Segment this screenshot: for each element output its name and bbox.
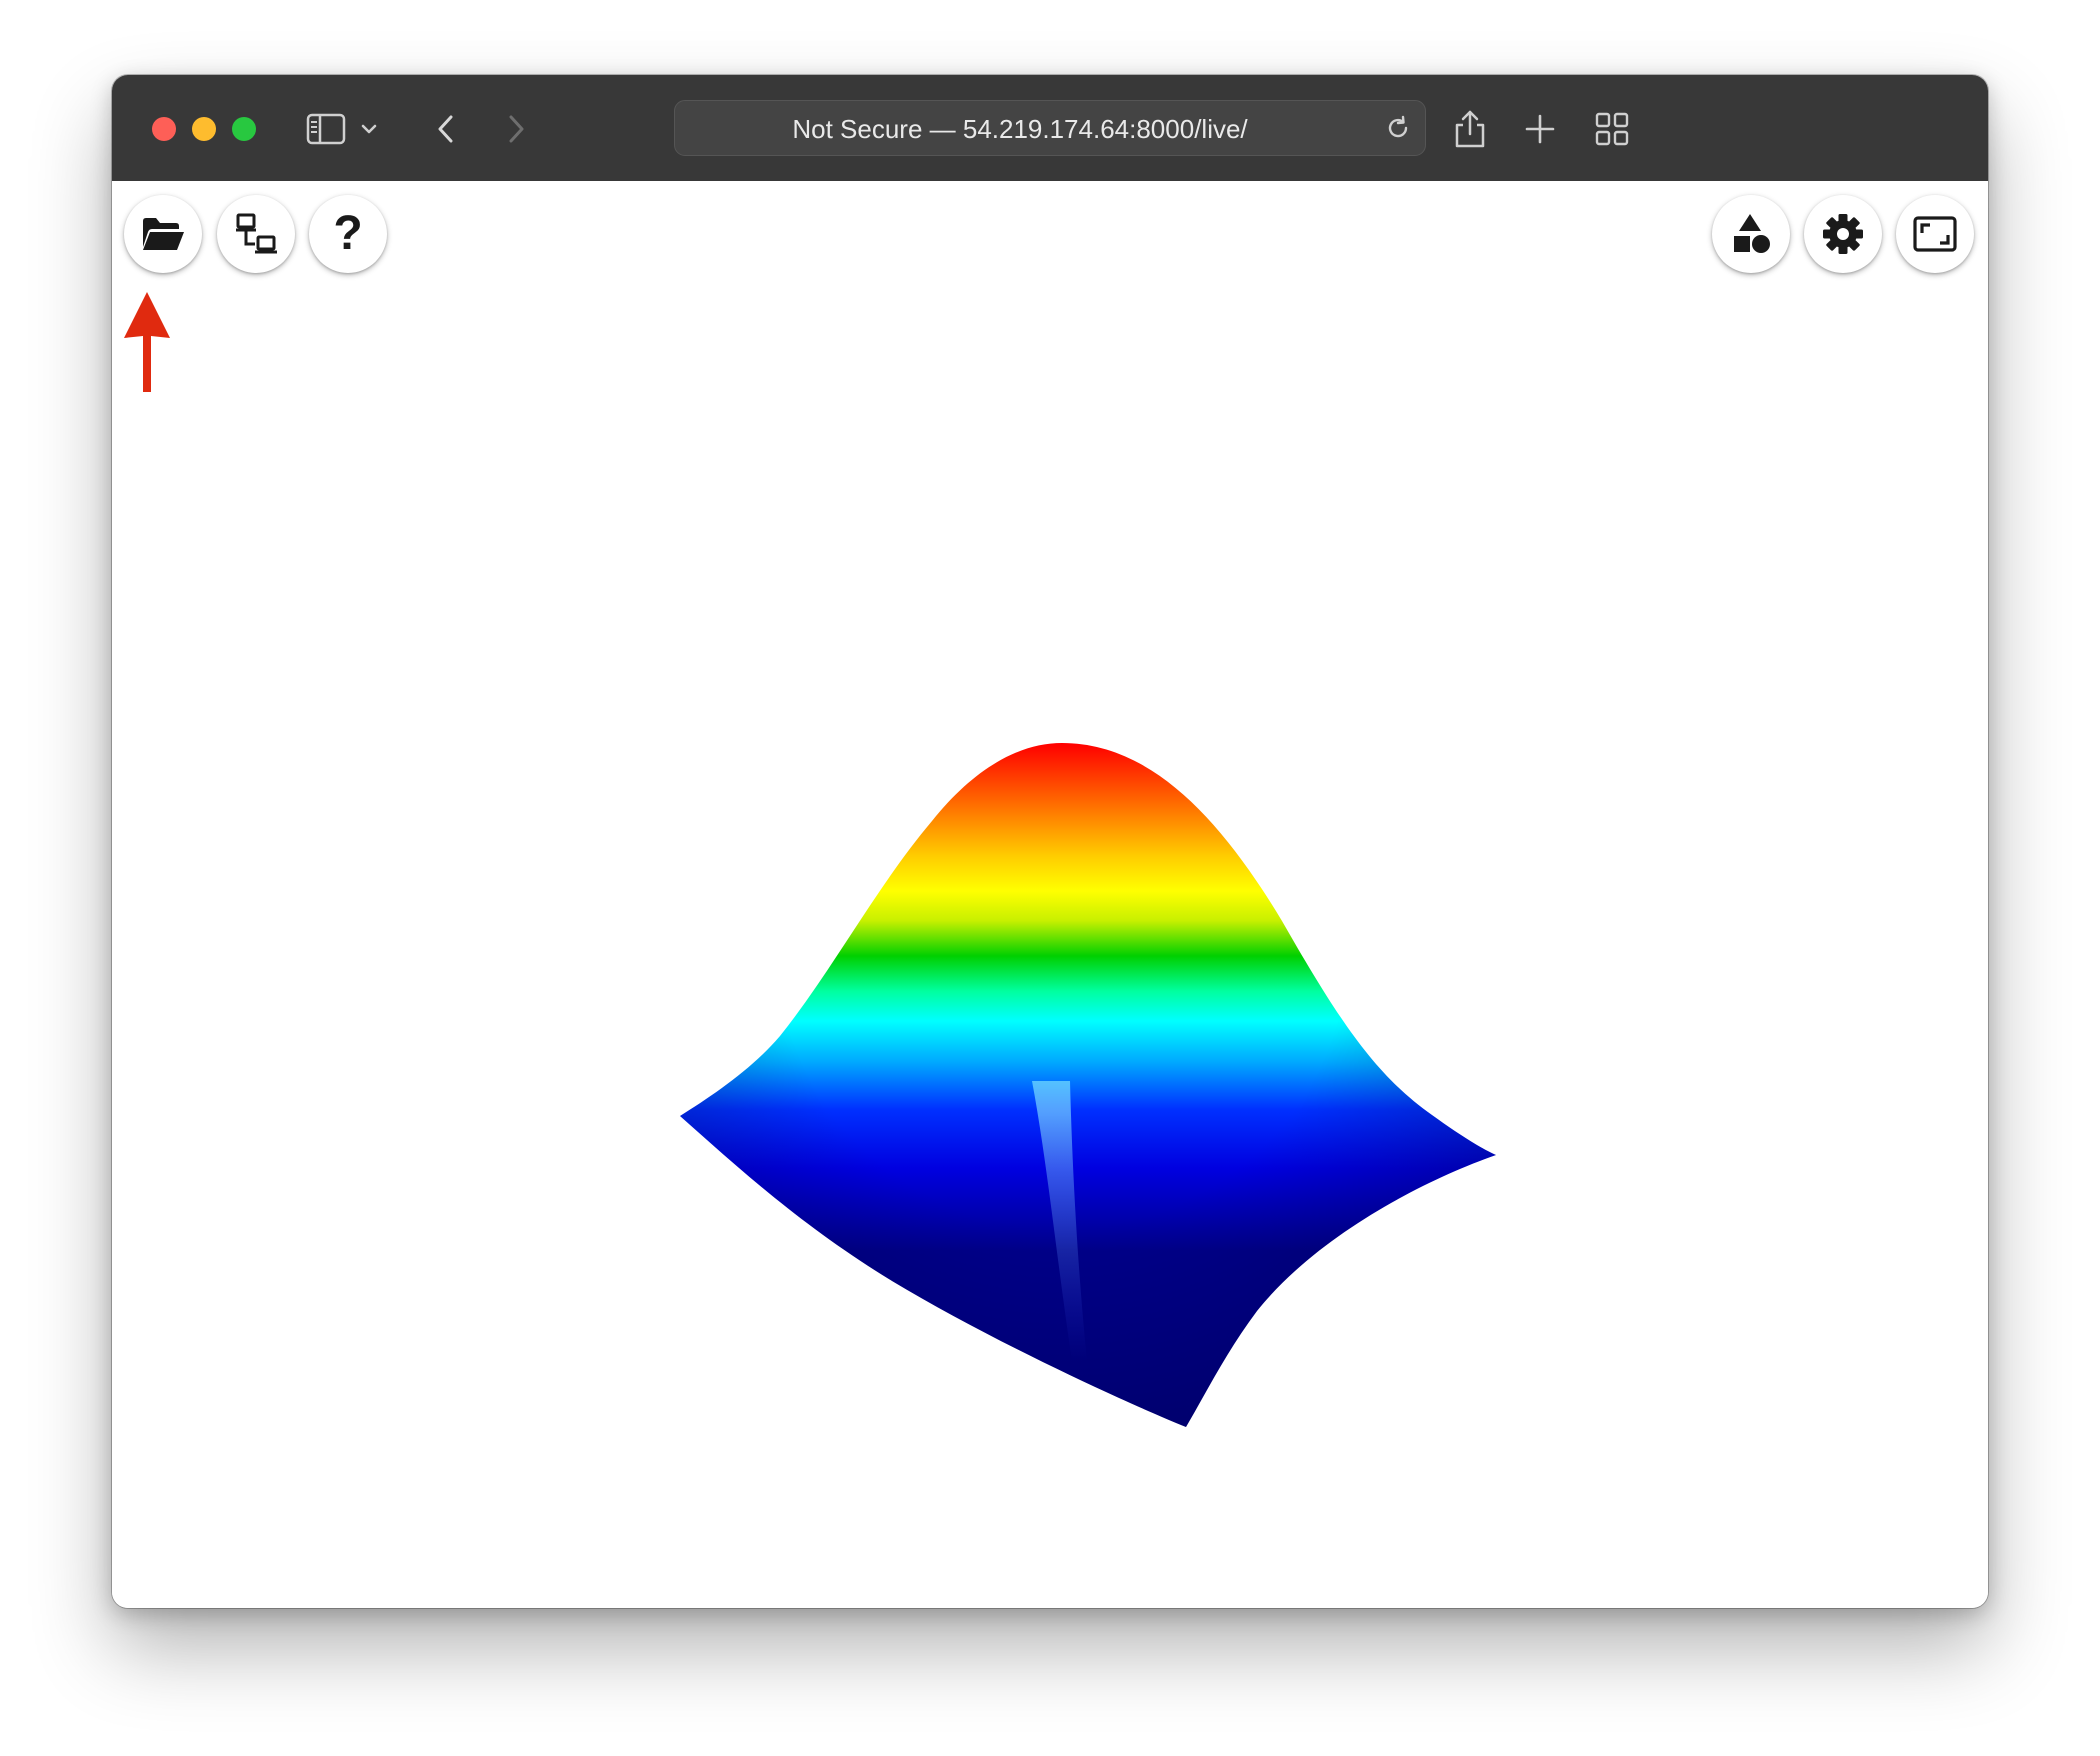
settings-button[interactable] xyxy=(1804,195,1882,273)
viewer-content: ? xyxy=(112,181,1988,1608)
chevron-right-icon xyxy=(509,115,524,143)
remote-connect-button[interactable] xyxy=(217,195,295,273)
chevron-left-icon xyxy=(438,115,453,143)
shapes-icon xyxy=(1734,214,1770,253)
chevron-down-icon xyxy=(361,124,377,134)
grid-icon xyxy=(1595,112,1629,146)
address-bar[interactable]: Not Secure — 54.219.174.64:8000/live/ xyxy=(674,100,1426,156)
gaussian-surface[interactable] xyxy=(112,181,1988,1608)
fullscreen-button[interactable] xyxy=(1896,195,1974,273)
new-tab-button[interactable] xyxy=(1516,105,1564,153)
minimize-window-button[interactable] xyxy=(192,117,216,141)
folder-open-icon xyxy=(143,218,184,250)
sidebar-menu-button[interactable] xyxy=(354,105,384,153)
fullscreen-icon xyxy=(1913,216,1957,252)
browser-titlebar: Not Secure — 54.219.174.64:8000/live/ xyxy=(112,75,1988,182)
share-icon xyxy=(1455,110,1485,148)
zoom-window-button[interactable] xyxy=(232,117,256,141)
browser-window: Not Secure — 54.219.174.64:8000/live/ xyxy=(112,75,1988,1608)
url-text: Not Secure — 54.219.174.64:8000/live/ xyxy=(792,114,1248,144)
question-icon: ? xyxy=(333,207,363,260)
help-button[interactable]: ? xyxy=(309,195,387,273)
shapes-button[interactable] xyxy=(1712,195,1790,273)
sidebar-toggle-button[interactable] xyxy=(302,105,350,153)
surface-ridge-highlight xyxy=(1032,1081,1087,1361)
forward-button[interactable] xyxy=(492,105,540,153)
reload-button[interactable] xyxy=(1381,111,1415,145)
close-window-button[interactable] xyxy=(152,117,176,141)
open-file-button[interactable] xyxy=(124,195,202,273)
network-icon xyxy=(236,213,277,254)
reload-icon xyxy=(1388,115,1408,138)
sidebar-icon xyxy=(306,113,346,145)
gear-icon xyxy=(1823,214,1863,254)
tab-overview-button[interactable] xyxy=(1588,105,1636,153)
back-button[interactable] xyxy=(422,105,470,153)
plus-icon xyxy=(1525,114,1555,144)
annotation-arrow xyxy=(124,292,170,392)
surface-rim-shading xyxy=(680,743,1496,1427)
share-button[interactable] xyxy=(1446,105,1494,153)
